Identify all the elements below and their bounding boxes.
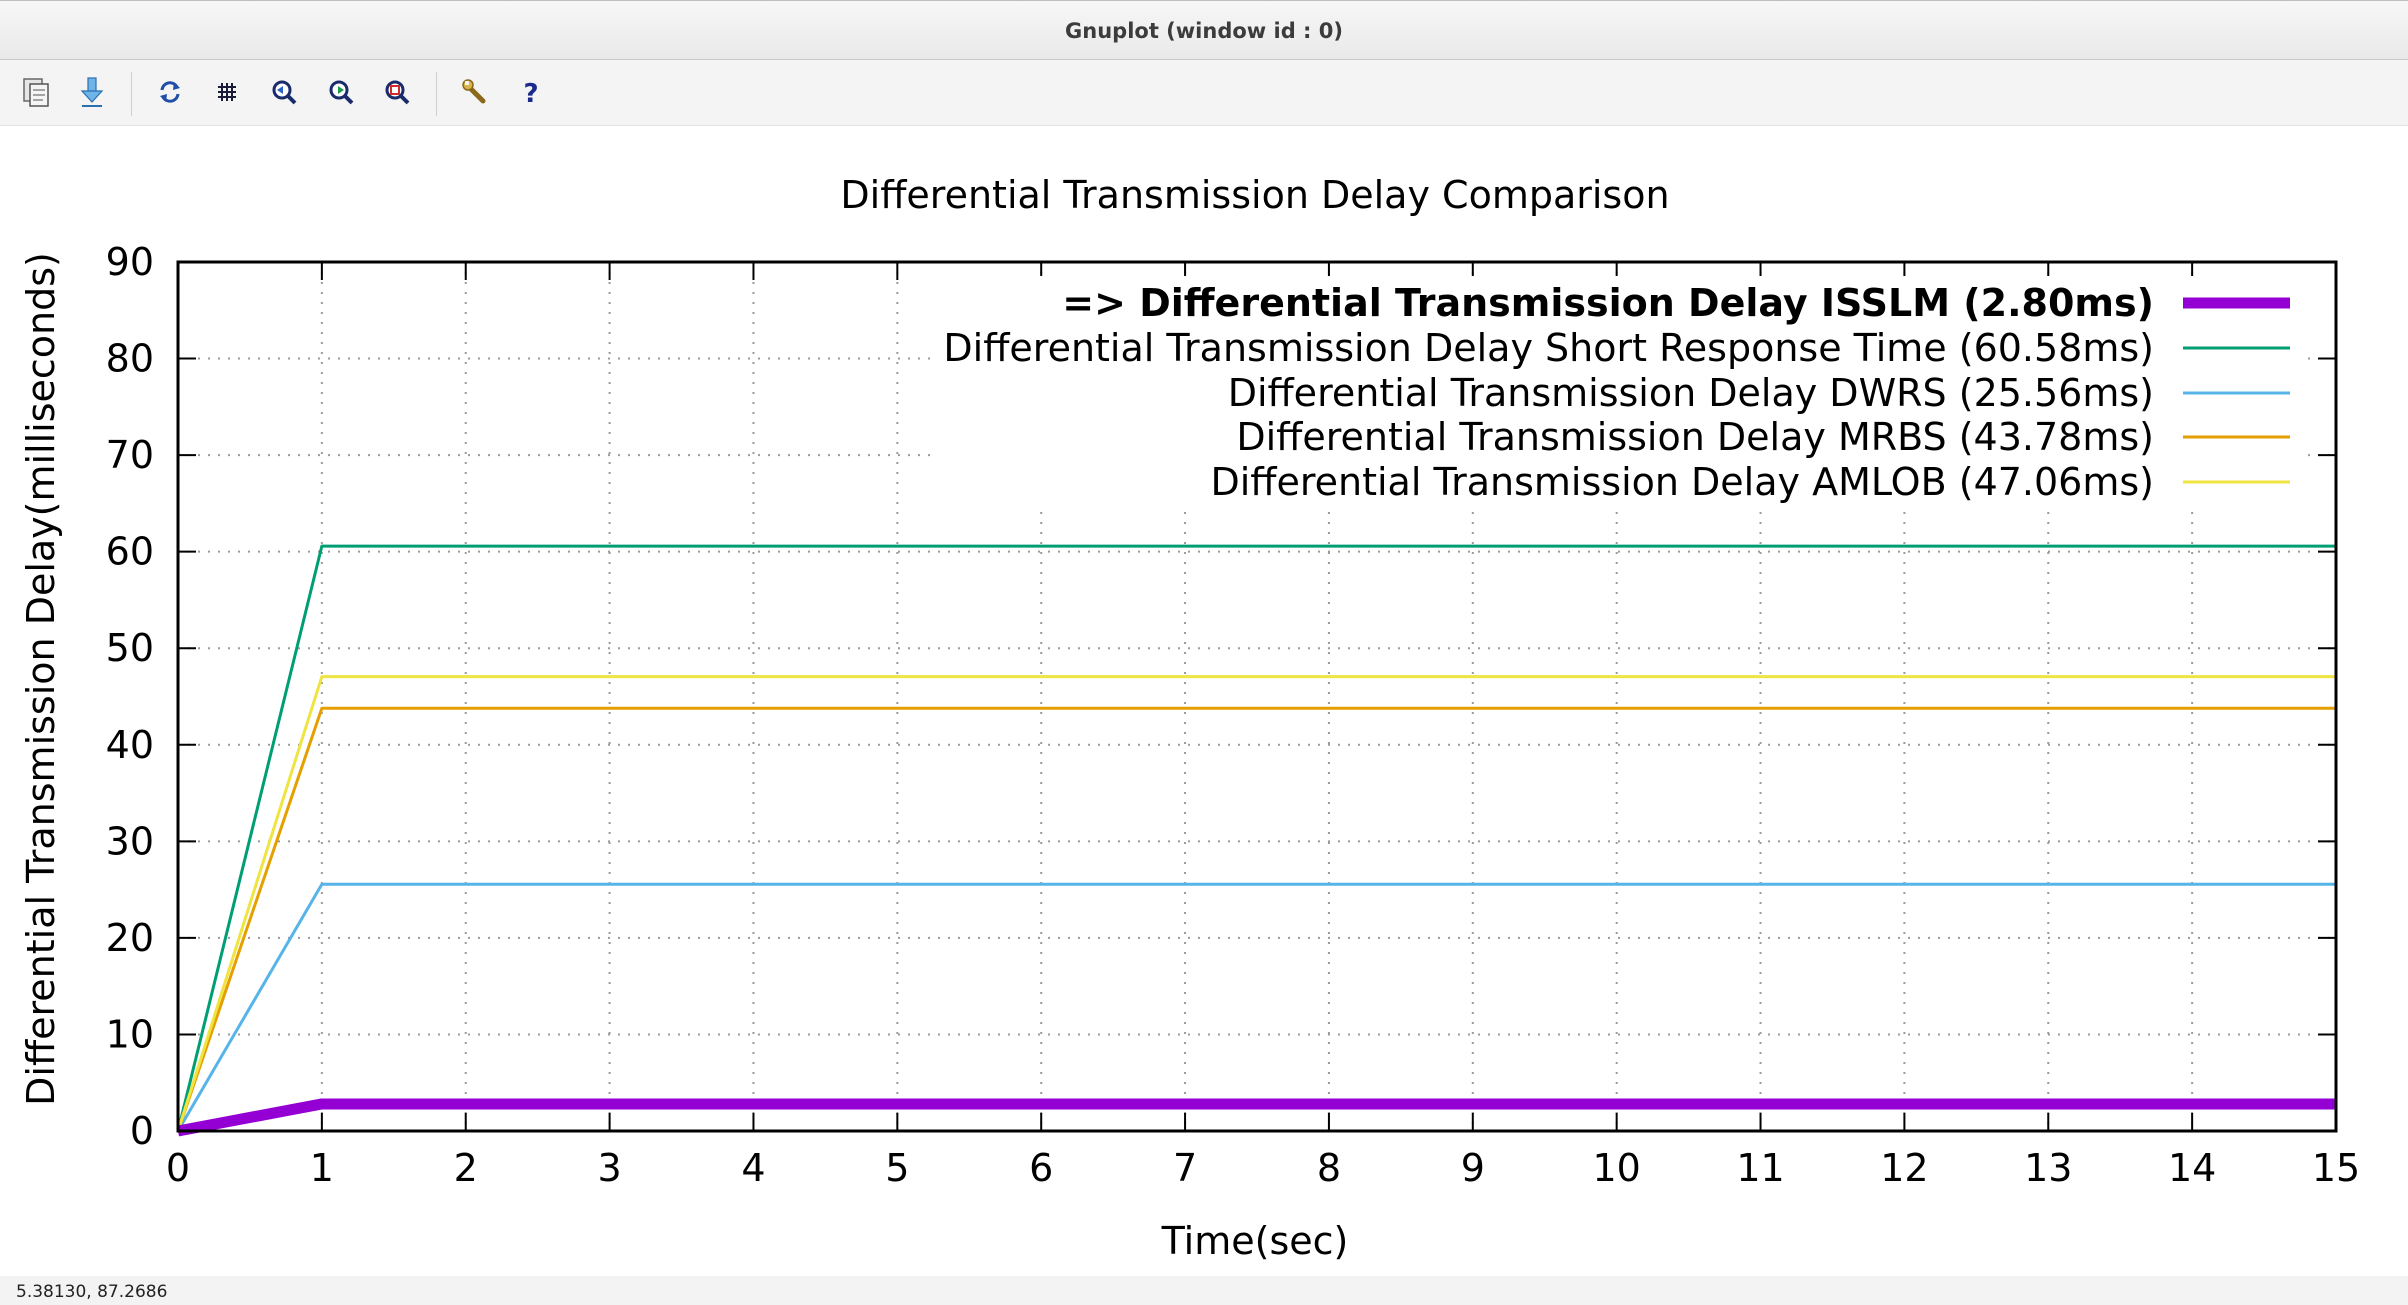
legend-label: => Differential Transmission Delay ISSLM… bbox=[1062, 281, 2154, 325]
y-tick-label: 70 bbox=[106, 433, 154, 477]
toolbar: ? bbox=[0, 60, 2408, 126]
x-tick-label: 7 bbox=[1173, 1146, 1197, 1190]
x-axis-label: Time(sec) bbox=[1161, 1219, 1349, 1263]
y-tick-label: 60 bbox=[106, 530, 154, 574]
data-series bbox=[176, 544, 2336, 1137]
x-tick-label: 2 bbox=[454, 1146, 478, 1190]
x-tick-label: 6 bbox=[1029, 1146, 1053, 1190]
x-tick-label: 15 bbox=[2312, 1146, 2360, 1190]
zoom-fit-icon bbox=[385, 80, 410, 105]
legend-label: Differential Transmission Delay Short Re… bbox=[943, 326, 2154, 370]
y-tick-label: 20 bbox=[106, 916, 154, 960]
x-tick-label: 1 bbox=[310, 1146, 334, 1190]
x-axis: 0 1 2 3 4 5 6 7 8 9 10 11 12 13 14 15 bbox=[166, 262, 2360, 1190]
previous-zoom-button[interactable] bbox=[264, 72, 304, 112]
series-line-3 bbox=[176, 882, 2336, 1132]
window-title: Gnuplot (window id : 0) bbox=[1065, 19, 1343, 43]
x-tick-label: 10 bbox=[1592, 1146, 1640, 1190]
x-tick-label: 13 bbox=[2024, 1146, 2072, 1190]
x-tick-label: 0 bbox=[166, 1146, 190, 1190]
series-line-1 bbox=[176, 1098, 2336, 1137]
x-tick-label: 8 bbox=[1317, 1146, 1341, 1190]
toolbar-separator bbox=[131, 72, 132, 116]
copy-to-clipboard-button[interactable] bbox=[16, 72, 56, 112]
y-tick-label: 80 bbox=[106, 337, 154, 381]
legend: => Differential Transmission Delay ISSLM… bbox=[930, 276, 2300, 508]
save-arrow-icon bbox=[80, 77, 104, 107]
refresh-icon bbox=[160, 81, 180, 103]
series-line-5 bbox=[176, 675, 2336, 1132]
autoscale-button[interactable] bbox=[377, 72, 417, 112]
svg-text:?: ? bbox=[523, 79, 538, 107]
x-tick-label: 12 bbox=[1880, 1146, 1928, 1190]
x-tick-label: 9 bbox=[1461, 1146, 1485, 1190]
help-icon: ? bbox=[523, 79, 538, 107]
x-tick-label: 11 bbox=[1736, 1146, 1784, 1190]
clipboard-icon bbox=[23, 78, 49, 107]
y-tick-label: 10 bbox=[106, 1012, 154, 1056]
plot-border bbox=[176, 260, 2338, 1133]
y-tick-label: 40 bbox=[106, 723, 154, 767]
next-zoom-button[interactable] bbox=[321, 72, 361, 112]
print-button[interactable] bbox=[72, 72, 112, 112]
x-tick-label: 3 bbox=[598, 1146, 622, 1190]
plot-area[interactable]: Differential Transmission Delay Comparis… bbox=[0, 126, 2408, 1276]
x-tick-label: 5 bbox=[885, 1146, 909, 1190]
replot-button[interactable] bbox=[150, 72, 190, 112]
legend-label: Differential Transmission Delay AMLOB (4… bbox=[1210, 460, 2154, 504]
y-tick-label: 0 bbox=[130, 1109, 154, 1153]
toggle-grid-button[interactable] bbox=[207, 72, 247, 112]
mouse-coordinates: 5.38130, 87.2686 bbox=[16, 1282, 168, 1302]
zoom-previous-icon bbox=[272, 80, 297, 105]
options-button[interactable] bbox=[455, 72, 495, 112]
wrench-icon bbox=[462, 79, 486, 104]
y-tick-label: 50 bbox=[106, 626, 154, 670]
grid-icon bbox=[218, 83, 236, 101]
help-button[interactable]: ? bbox=[511, 72, 551, 112]
x-tick-label: 4 bbox=[741, 1146, 765, 1190]
window-titlebar[interactable]: Gnuplot (window id : 0) bbox=[0, 0, 2408, 60]
legend-label: Differential Transmission Delay MRBS (43… bbox=[1236, 415, 2154, 459]
y-tick-label: 30 bbox=[106, 819, 154, 863]
y-axis-label: Differential Transmission Delay(millisec… bbox=[19, 252, 63, 1106]
series-line-2 bbox=[176, 544, 2336, 1132]
status-bar: 5.38130, 87.2686 bbox=[0, 1276, 2408, 1305]
legend-label: Differential Transmission Delay DWRS (25… bbox=[1228, 371, 2154, 415]
series-line-4 bbox=[176, 706, 2336, 1132]
x-tick-label: 14 bbox=[2168, 1146, 2216, 1190]
toolbar-separator bbox=[436, 72, 437, 116]
zoom-next-icon bbox=[329, 80, 354, 105]
y-tick-label: 90 bbox=[106, 240, 154, 284]
chart-title: Differential Transmission Delay Comparis… bbox=[840, 173, 1669, 217]
